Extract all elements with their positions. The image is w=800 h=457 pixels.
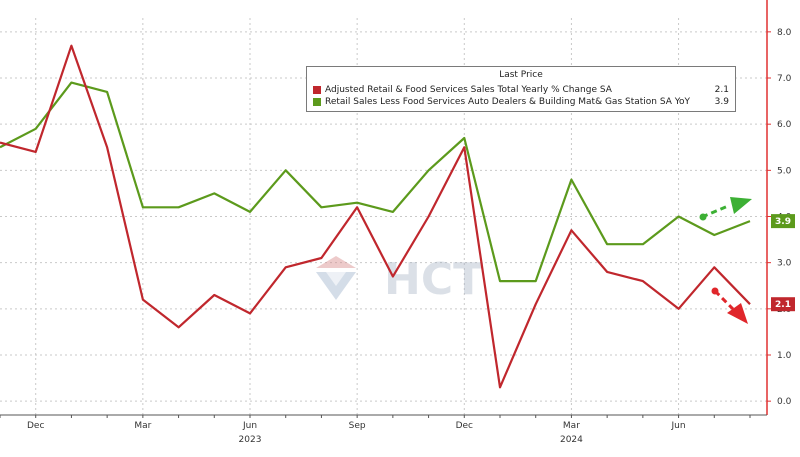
legend-value: 2.1 <box>714 85 729 95</box>
x-tick-label: Jun <box>671 421 686 431</box>
x-year-label: 2024 <box>560 435 583 445</box>
x-tick-label: Dec <box>27 421 44 431</box>
legend-label: Adjusted Retail & Food Services Sales To… <box>325 85 612 95</box>
x-tick-label: Mar <box>134 421 151 431</box>
y-tick-label: 6.0 <box>777 120 792 130</box>
x-tick-label: Mar <box>563 421 580 431</box>
x-tick-label: Dec <box>456 421 473 431</box>
y-axis: 0.01.02.03.04.05.06.07.08.0 <box>766 0 792 415</box>
hct-watermark-logo: HCT <box>316 254 483 305</box>
x-tick-label: Sep <box>349 421 366 431</box>
last-value-badge <box>771 297 795 312</box>
red-trend-arrow-shaft <box>713 289 735 311</box>
y-tick-label: 7.0 <box>777 74 792 84</box>
last-value-badge <box>771 214 795 229</box>
x-year-label: 2023 <box>239 435 262 445</box>
last-value-badge-text: 2.1 <box>775 300 791 310</box>
green-trend-dot <box>699 213 707 221</box>
y-tick-label: 8.0 <box>777 28 792 38</box>
legend-swatch-green <box>313 98 321 106</box>
legend-item-retail-food: Adjusted Retail & Food Services Sales To… <box>313 84 729 96</box>
y-tick-label: 3.0 <box>777 259 792 269</box>
trend-arrows <box>699 197 752 324</box>
last-value-badge-text: 3.9 <box>775 217 791 227</box>
last-value-badges: 2.1 3.9 <box>771 214 795 312</box>
legend-title: Last Price <box>499 70 543 80</box>
watermark-text: HCT <box>384 254 483 305</box>
y-tick-label: 1.0 <box>777 351 792 361</box>
x-tick-label: Jun <box>242 421 257 431</box>
x-axis: Dec Mar Jun Sep Dec Mar Jun 2023 2024 <box>0 414 767 445</box>
legend: Last Price Adjusted Retail & Food Servic… <box>306 66 736 112</box>
red-trend-dot <box>711 287 719 295</box>
y-tick-label: 5.0 <box>777 166 792 176</box>
series-line-retail-less-auto-gas <box>0 81 751 283</box>
legend-value: 3.9 <box>714 97 729 107</box>
legend-label: Retail Sales Less Food Services Auto Dea… <box>325 97 691 107</box>
series-line-retail-food-services <box>0 44 751 389</box>
green-trend-arrow-shaft <box>701 204 729 219</box>
red-trend-arrow-head <box>727 303 748 324</box>
y-tick-label: 0.0 <box>777 397 792 407</box>
green-trend-arrow-head <box>730 197 752 214</box>
legend-swatch-red <box>313 86 321 94</box>
series-lines <box>0 44 751 389</box>
legend-item-retail-less-auto-gas: Retail Sales Less Food Services Auto Dea… <box>313 96 729 108</box>
